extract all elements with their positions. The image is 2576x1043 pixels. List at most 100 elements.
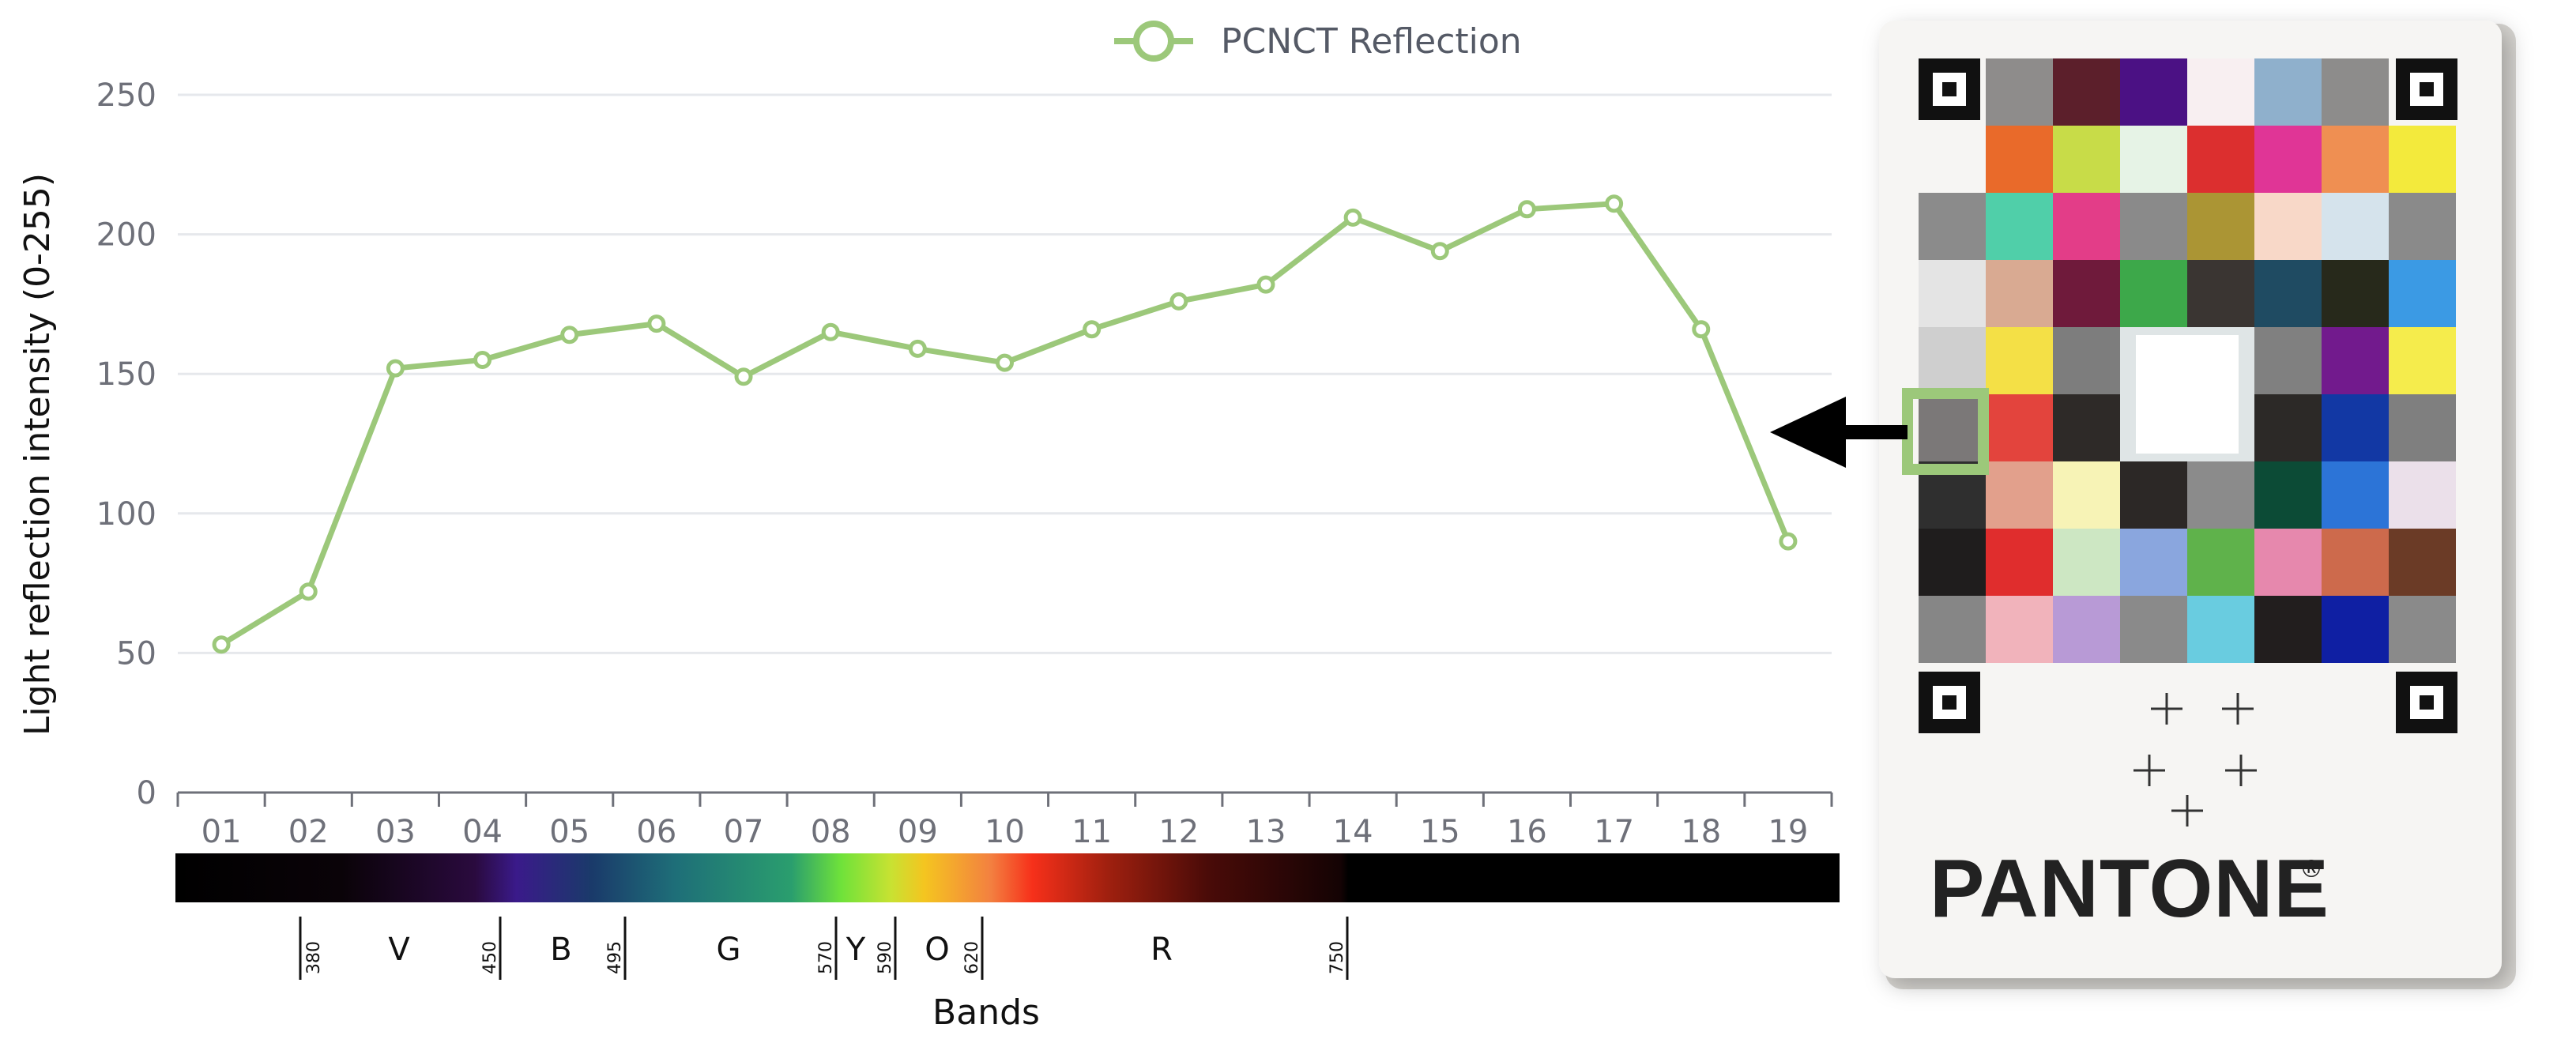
data-point[interactable] bbox=[908, 339, 927, 358]
pantone-color-card: PANTONE ® bbox=[1879, 21, 2516, 989]
band-letter: Y bbox=[845, 932, 866, 968]
color-swatch bbox=[2322, 327, 2389, 394]
color-swatch bbox=[1986, 461, 2053, 529]
band-letter: V bbox=[388, 932, 410, 968]
color-swatch bbox=[2254, 126, 2322, 193]
data-point[interactable] bbox=[821, 322, 840, 341]
data-point[interactable] bbox=[996, 353, 1014, 372]
color-swatch bbox=[2120, 193, 2187, 260]
x-axis-ticks: 01 02 03 04 05 06 07 08 09 10 11 12 13 14 15 16 17 18 19 bbox=[201, 814, 1809, 850]
color-swatch bbox=[2053, 596, 2120, 663]
data-point[interactable] bbox=[1256, 275, 1275, 294]
color-swatch bbox=[1986, 394, 2053, 461]
x-tick-label: 04 bbox=[462, 814, 503, 850]
wavelength-label: 495 bbox=[605, 941, 625, 974]
crosshair-marks bbox=[2133, 693, 2257, 826]
y-gridlines bbox=[178, 93, 1832, 654]
color-swatch bbox=[2187, 193, 2254, 260]
color-swatch bbox=[1986, 260, 2053, 327]
registered-mark: ® bbox=[2299, 856, 2323, 883]
data-point[interactable] bbox=[647, 314, 666, 333]
color-swatch bbox=[2053, 529, 2120, 596]
color-swatch bbox=[2389, 461, 2456, 529]
band-letter: R bbox=[1151, 932, 1173, 968]
x-tick-label: 08 bbox=[811, 814, 851, 850]
y-tick-label: 50 bbox=[116, 635, 156, 672]
data-point[interactable] bbox=[1343, 208, 1362, 227]
data-point[interactable] bbox=[1169, 292, 1188, 311]
color-swatch bbox=[2322, 58, 2389, 126]
data-point[interactable] bbox=[473, 351, 492, 370]
y-axis-ticks: 0 50 100 150 200 250 bbox=[96, 77, 156, 811]
legend[interactable]: PCNCT Reflection bbox=[1114, 21, 1522, 62]
color-swatch bbox=[2322, 529, 2389, 596]
data-point[interactable] bbox=[299, 582, 318, 601]
data-point[interactable] bbox=[386, 359, 405, 378]
series-pcnct-reflection bbox=[212, 194, 1798, 654]
color-swatch bbox=[1986, 126, 2053, 193]
data-point[interactable] bbox=[1779, 532, 1798, 551]
fiducial-marker-core bbox=[2420, 82, 2434, 96]
color-swatch bbox=[2053, 58, 2120, 126]
x-tick-label: 07 bbox=[724, 814, 764, 850]
color-swatch bbox=[2187, 260, 2254, 327]
color-swatch bbox=[2389, 394, 2456, 461]
x-tick-label: 19 bbox=[1768, 814, 1808, 850]
data-point[interactable] bbox=[1605, 194, 1624, 213]
color-swatch bbox=[1986, 327, 2053, 394]
color-swatch bbox=[2053, 394, 2120, 461]
fiducial-marker-core bbox=[1942, 82, 1956, 96]
x-tick-label: 05 bbox=[549, 814, 589, 850]
color-swatch bbox=[1919, 260, 1986, 327]
color-swatch bbox=[2187, 58, 2254, 126]
color-swatch bbox=[2053, 193, 2120, 260]
x-tick-label: 14 bbox=[1333, 814, 1373, 850]
color-swatch bbox=[1986, 596, 2053, 663]
data-point[interactable] bbox=[1517, 200, 1536, 219]
data-point[interactable] bbox=[560, 326, 579, 345]
x-tick-label: 02 bbox=[288, 814, 329, 850]
color-swatch bbox=[2187, 461, 2254, 529]
wavelength-label: 750 bbox=[1328, 941, 1347, 974]
color-swatch bbox=[1986, 193, 2053, 260]
y-tick-label: 0 bbox=[137, 775, 156, 811]
color-swatch bbox=[2187, 529, 2254, 596]
color-swatch bbox=[2322, 394, 2389, 461]
wavelength-label: 450 bbox=[480, 941, 500, 974]
data-point[interactable] bbox=[1692, 320, 1711, 339]
color-swatch bbox=[2389, 596, 2456, 663]
color-swatch bbox=[2322, 461, 2389, 529]
y-tick-label: 200 bbox=[96, 217, 156, 254]
color-swatch bbox=[2254, 58, 2322, 126]
wavelength-label: 620 bbox=[962, 941, 982, 974]
x-tick-label: 06 bbox=[636, 814, 676, 850]
data-point[interactable] bbox=[734, 367, 753, 386]
data-point[interactable] bbox=[1083, 320, 1102, 339]
y-axis-title: Light reflection intensity (0-255) bbox=[17, 173, 58, 736]
x-axis-title: Bands bbox=[932, 992, 1040, 1033]
data-point[interactable] bbox=[1430, 242, 1449, 261]
x-tick-label: 09 bbox=[898, 814, 938, 850]
color-swatch bbox=[2053, 327, 2120, 394]
y-tick-label: 100 bbox=[96, 496, 156, 533]
color-swatch bbox=[2120, 58, 2187, 126]
x-tick-label: 16 bbox=[1507, 814, 1547, 850]
color-swatch bbox=[1986, 58, 2053, 126]
wavelength-label: 570 bbox=[816, 941, 836, 974]
x-axis bbox=[176, 791, 1833, 807]
color-swatch bbox=[2389, 260, 2456, 327]
color-swatch bbox=[2254, 461, 2322, 529]
x-tick-label: 12 bbox=[1158, 814, 1199, 850]
color-swatch bbox=[1919, 327, 1986, 394]
color-swatch bbox=[2389, 529, 2456, 596]
data-point[interactable] bbox=[212, 635, 231, 654]
color-swatch bbox=[2254, 596, 2322, 663]
legend-marker bbox=[1133, 21, 1174, 62]
pantone-logo: PANTONE bbox=[1930, 843, 2329, 935]
spectrum-band-labels: 380 450 495 570 590 620 750 V B G Y O R bbox=[299, 917, 1349, 980]
band-letter: B bbox=[550, 932, 571, 968]
color-swatch bbox=[2389, 327, 2456, 394]
y-tick-label: 250 bbox=[96, 77, 156, 114]
fiducial-marker-core bbox=[1942, 695, 1956, 710]
